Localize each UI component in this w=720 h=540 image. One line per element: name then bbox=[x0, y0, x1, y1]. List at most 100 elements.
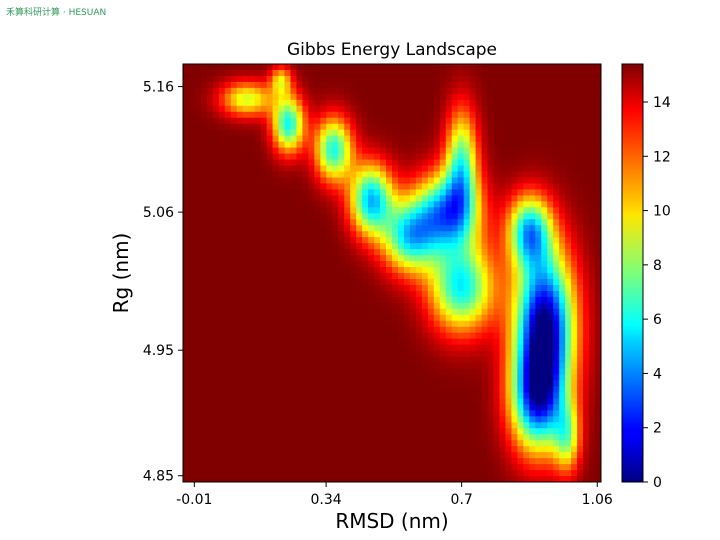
heatmap-cell bbox=[499, 159, 507, 167]
heatmap-cell bbox=[368, 255, 375, 262]
heatmap-cell bbox=[487, 213, 495, 220]
heatmap-cell bbox=[397, 284, 405, 292]
heatmap-cell bbox=[194, 75, 202, 83]
heatmap-cell bbox=[421, 129, 429, 137]
heatmap-cell bbox=[284, 147, 292, 155]
heatmap-cell bbox=[553, 452, 560, 459]
heatmap-cell bbox=[409, 129, 417, 137]
heatmap-cell bbox=[481, 267, 489, 274]
heatmap-cell bbox=[595, 290, 601, 298]
heatmap-cell bbox=[511, 147, 518, 155]
heatmap-cell bbox=[338, 201, 345, 208]
heatmap-cell bbox=[469, 249, 477, 256]
heatmap-cell bbox=[278, 117, 286, 125]
heatmap-cell bbox=[457, 296, 465, 304]
heatmap-cell bbox=[344, 213, 351, 220]
heatmap-cell bbox=[403, 344, 411, 352]
heatmap-cell bbox=[541, 189, 548, 196]
heatmap-cell bbox=[350, 207, 357, 214]
heatmap-cell bbox=[457, 261, 465, 268]
heatmap-cell bbox=[230, 117, 238, 125]
heatmap-cell bbox=[326, 159, 333, 167]
heatmap-cell bbox=[427, 219, 435, 226]
heatmap-cell bbox=[583, 452, 590, 459]
heatmap-cell bbox=[565, 165, 572, 173]
heatmap-cell bbox=[338, 183, 345, 190]
heatmap-cell bbox=[344, 111, 351, 119]
heatmap-cell bbox=[314, 207, 321, 214]
heatmap-cell bbox=[541, 165, 548, 173]
heatmap-cell bbox=[451, 368, 459, 376]
heatmap-cell bbox=[529, 458, 536, 465]
heatmap-cell bbox=[260, 135, 268, 143]
heatmap-cell bbox=[517, 296, 524, 304]
heatmap-cell bbox=[559, 422, 566, 429]
heatmap-cell bbox=[559, 219, 566, 226]
heatmap-cell bbox=[433, 105, 441, 113]
heatmap-cell bbox=[463, 278, 471, 286]
heatmap-cell bbox=[457, 87, 465, 95]
heatmap-cell bbox=[332, 111, 339, 119]
heatmap-cell bbox=[338, 207, 345, 214]
heatmap-cell bbox=[583, 213, 590, 220]
heatmap-cell bbox=[356, 201, 363, 208]
heatmap-cell bbox=[559, 231, 566, 238]
heatmap-cell bbox=[571, 464, 578, 471]
heatmap-cell bbox=[409, 141, 417, 149]
heatmap-cell bbox=[260, 75, 268, 83]
heatmap-cell bbox=[427, 135, 435, 143]
heatmap-cell bbox=[529, 225, 536, 232]
heatmap-cell bbox=[469, 344, 477, 352]
heatmap-cell bbox=[553, 374, 560, 382]
heatmap-cell bbox=[475, 135, 483, 143]
heatmap-cell bbox=[487, 273, 495, 280]
heatmap-cell bbox=[589, 416, 596, 423]
heatmap-cell bbox=[577, 452, 584, 459]
heatmap-cell bbox=[577, 332, 584, 340]
heatmap-cell bbox=[236, 93, 244, 101]
heatmap-cell bbox=[547, 255, 554, 262]
heatmap-cell bbox=[386, 302, 393, 310]
heatmap-cell bbox=[403, 314, 411, 322]
heatmap-cell bbox=[475, 440, 483, 447]
heatmap-cell bbox=[487, 314, 495, 322]
heatmap-cell bbox=[409, 261, 417, 268]
heatmap-cell bbox=[565, 338, 572, 346]
heatmap-cell bbox=[284, 81, 292, 89]
heatmap-cell bbox=[344, 195, 351, 202]
heatmap-cell bbox=[547, 368, 554, 376]
heatmap-cell bbox=[260, 93, 268, 101]
heatmap-cell bbox=[248, 105, 256, 113]
heatmap-cell bbox=[559, 356, 566, 364]
heatmap-cell bbox=[541, 171, 548, 179]
heatmap-cell bbox=[338, 135, 345, 143]
heatmap-cell bbox=[505, 255, 513, 262]
heatmap-cell bbox=[451, 147, 459, 155]
heatmap-cell bbox=[541, 362, 548, 370]
heatmap-cell bbox=[499, 326, 507, 334]
heatmap-cell bbox=[392, 123, 399, 131]
heatmap-cell bbox=[350, 267, 357, 274]
heatmap-cell bbox=[535, 302, 542, 310]
heatmap-cell bbox=[254, 111, 262, 119]
heatmap-cell bbox=[529, 374, 536, 382]
heatmap-cell bbox=[541, 440, 548, 447]
heatmap-cell bbox=[523, 374, 530, 382]
heatmap-cell bbox=[499, 296, 507, 304]
heatmap-cell bbox=[392, 165, 399, 173]
colorbar-tick-label: 0 bbox=[653, 475, 662, 491]
heatmap-cell bbox=[589, 458, 596, 465]
heatmap-cell bbox=[451, 350, 459, 358]
heatmap-cell bbox=[559, 344, 566, 352]
heatmap-cell bbox=[511, 308, 518, 316]
heatmap-cell bbox=[350, 99, 357, 107]
heatmap-cell bbox=[368, 219, 375, 226]
heatmap-cell bbox=[589, 225, 596, 232]
heatmap-cell bbox=[559, 255, 566, 262]
heatmap-cell bbox=[451, 159, 459, 167]
y-axis-label: Rg (nm) bbox=[109, 233, 133, 314]
heatmap-cell bbox=[248, 135, 256, 143]
heatmap-cell bbox=[302, 195, 309, 202]
heatmap-cell bbox=[296, 111, 304, 119]
heatmap-cell bbox=[499, 278, 507, 286]
